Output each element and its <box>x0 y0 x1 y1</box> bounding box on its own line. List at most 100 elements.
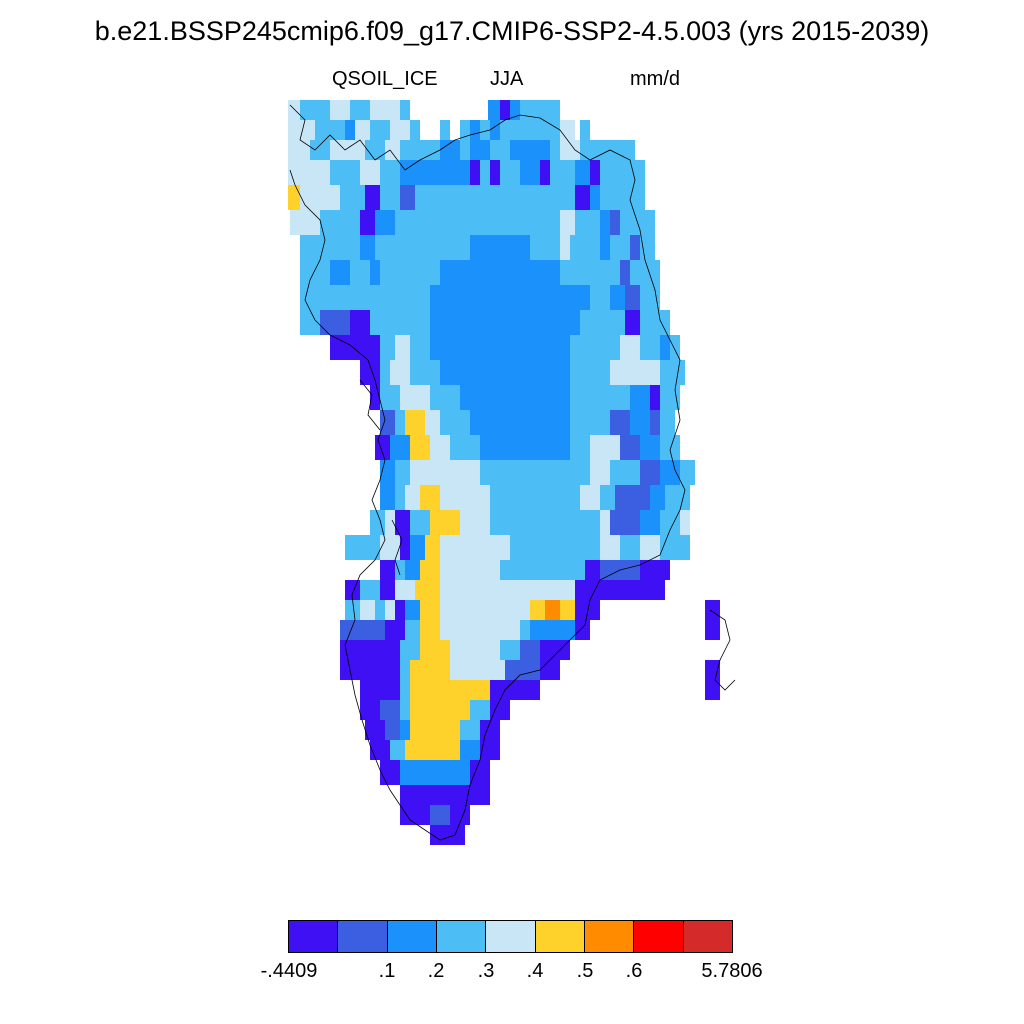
map-cell <box>470 260 540 285</box>
map-cell <box>530 600 545 620</box>
map-cell <box>590 410 610 435</box>
colorbar-label: .5 <box>576 960 594 982</box>
map-cell <box>385 510 395 535</box>
map-cell <box>390 310 430 335</box>
map-cell <box>405 410 425 435</box>
map-cell <box>410 435 430 460</box>
plot-title: b.e21.BSSP245cmip6.f09_g17.CMIP6-SSP2-4.… <box>94 16 930 46</box>
map-cell <box>460 510 490 535</box>
map-cell <box>620 335 640 360</box>
map-cell <box>600 160 615 185</box>
map-cell <box>575 580 600 600</box>
map-cell <box>630 260 650 285</box>
map-cell <box>400 385 410 410</box>
map-cell <box>380 260 410 285</box>
map-cell <box>520 100 540 120</box>
map-cell <box>395 210 420 235</box>
map-cell <box>410 680 460 700</box>
map-cell <box>360 160 380 185</box>
colorbar-swatch <box>683 921 732 952</box>
map-cell <box>460 720 480 740</box>
map-cell <box>560 210 575 235</box>
map-cell <box>600 510 610 535</box>
units-label: mm/d <box>630 68 680 90</box>
map-cell <box>288 100 300 120</box>
map-cell <box>460 285 550 310</box>
map-cell <box>400 680 410 700</box>
colorbar-label: .4 <box>526 960 544 982</box>
map-cell <box>580 535 600 560</box>
map-cell <box>405 560 420 580</box>
map-cell <box>370 385 380 410</box>
map-cell <box>400 185 415 210</box>
map-cell <box>320 210 340 235</box>
map-cell <box>400 100 410 120</box>
map-cell <box>490 160 500 185</box>
map-cell <box>560 120 575 140</box>
season-label: JJA <box>490 68 524 90</box>
map-cell <box>520 160 540 185</box>
map-cell <box>420 640 450 660</box>
map-cell <box>580 140 600 160</box>
map-cell <box>660 510 680 535</box>
map-cell <box>570 235 600 260</box>
map-cell <box>400 720 410 740</box>
map-cell <box>288 140 310 160</box>
colorbar-swatch <box>535 921 585 952</box>
map-cell <box>430 805 450 825</box>
colorbar-swatch <box>289 921 339 952</box>
map-cell <box>500 120 520 140</box>
map-cell <box>395 460 410 485</box>
map-cell <box>380 535 400 560</box>
map-cell <box>575 160 590 185</box>
map-cell <box>380 160 400 185</box>
map-cell <box>580 120 590 140</box>
map-cell <box>650 485 665 510</box>
map-cell <box>420 560 440 580</box>
map-cell <box>345 160 360 185</box>
map-cell <box>400 140 420 160</box>
map-cell <box>300 310 320 335</box>
map-cell <box>415 580 440 600</box>
map-cell <box>600 535 620 560</box>
map-cell <box>288 185 300 210</box>
map-cell <box>330 335 360 360</box>
map-cell <box>640 580 665 600</box>
map-cell <box>430 760 470 785</box>
map-cell <box>660 535 690 560</box>
map-cell <box>520 120 545 140</box>
map-cell <box>705 680 720 700</box>
map-cell <box>395 410 405 435</box>
map-cell <box>635 160 645 185</box>
map-cell <box>560 235 570 260</box>
colorbar-swatch <box>634 921 684 952</box>
map-cell <box>590 285 610 310</box>
map-cell <box>410 460 440 485</box>
map-cell <box>420 140 440 160</box>
map-cell <box>380 580 395 600</box>
map-cell <box>620 140 635 160</box>
map-cell <box>600 385 630 410</box>
map-cell <box>470 760 490 785</box>
map-cell <box>440 410 470 435</box>
map-cell <box>560 140 580 160</box>
map-cell <box>420 210 450 235</box>
map-cell <box>560 510 600 535</box>
map-cell <box>660 310 670 335</box>
colorbar-swatch <box>387 921 437 952</box>
map-cell <box>490 660 505 680</box>
map-cell <box>470 410 480 435</box>
map-cell <box>395 580 415 600</box>
map-cell <box>430 510 460 535</box>
map-cell <box>415 185 430 210</box>
map-cell <box>600 210 610 235</box>
map-cell <box>380 285 430 310</box>
map-cell <box>610 210 620 235</box>
map-cell <box>350 140 365 160</box>
map-cell <box>470 310 560 335</box>
map-cell <box>400 160 420 185</box>
map-cell <box>640 335 660 360</box>
map-cell <box>425 410 440 435</box>
map-cell <box>590 435 620 460</box>
map-cell <box>385 720 400 740</box>
